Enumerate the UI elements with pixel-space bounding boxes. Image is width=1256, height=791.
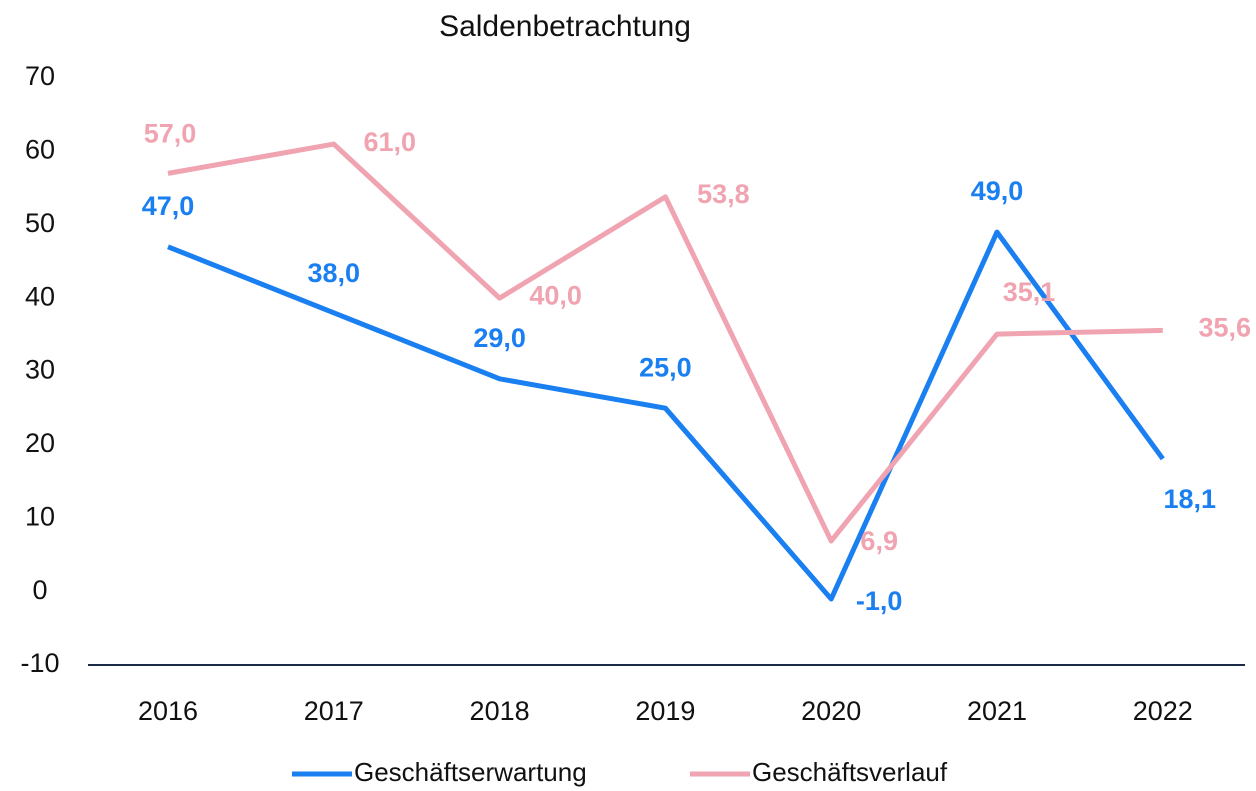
value-label: 38,0 (308, 258, 361, 288)
value-label: 57,0 (144, 119, 197, 149)
x-tick-label: 2021 (967, 696, 1027, 726)
value-label: 35,6 (1199, 313, 1252, 343)
x-tick-label: 2017 (304, 696, 364, 726)
chart-title: Saldenbetrachtung (439, 10, 691, 43)
value-label: 49,0 (971, 176, 1024, 206)
legend-label: Geschäftsverlauf (752, 757, 948, 787)
y-tick-label: 60 (25, 135, 55, 165)
x-tick-label: 2022 (1133, 696, 1193, 726)
value-label: 18,1 (1164, 484, 1217, 514)
value-label: -1,0 (856, 586, 903, 616)
series-line (167, 229, 1165, 602)
legend-label: Geschäftserwartung (354, 757, 587, 787)
value-label: 6,9 (860, 526, 898, 556)
x-tick-label: 2020 (801, 696, 861, 726)
y-tick-label: 0 (32, 575, 47, 605)
value-label: 53,8 (697, 179, 750, 209)
y-tick-label: 20 (25, 428, 55, 458)
y-tick-label: 40 (25, 281, 55, 311)
value-label: 35,1 (1003, 277, 1056, 307)
x-tick-label: 2018 (470, 696, 530, 726)
y-tick-label: 50 (25, 208, 55, 238)
y-tick-label: 70 (25, 61, 55, 91)
x-tick-label: 2019 (635, 696, 695, 726)
value-label: 29,0 (473, 323, 526, 353)
value-label: 47,0 (142, 191, 195, 221)
series-line (167, 141, 1163, 544)
y-tick-label: 30 (25, 355, 55, 385)
y-tick-label: -10 (20, 648, 59, 678)
x-tick-label: 2016 (138, 696, 198, 726)
value-label: 40,0 (529, 280, 582, 310)
value-label: 25,0 (639, 352, 692, 382)
value-label: 61,0 (364, 127, 417, 157)
y-tick-label: 10 (25, 501, 55, 531)
